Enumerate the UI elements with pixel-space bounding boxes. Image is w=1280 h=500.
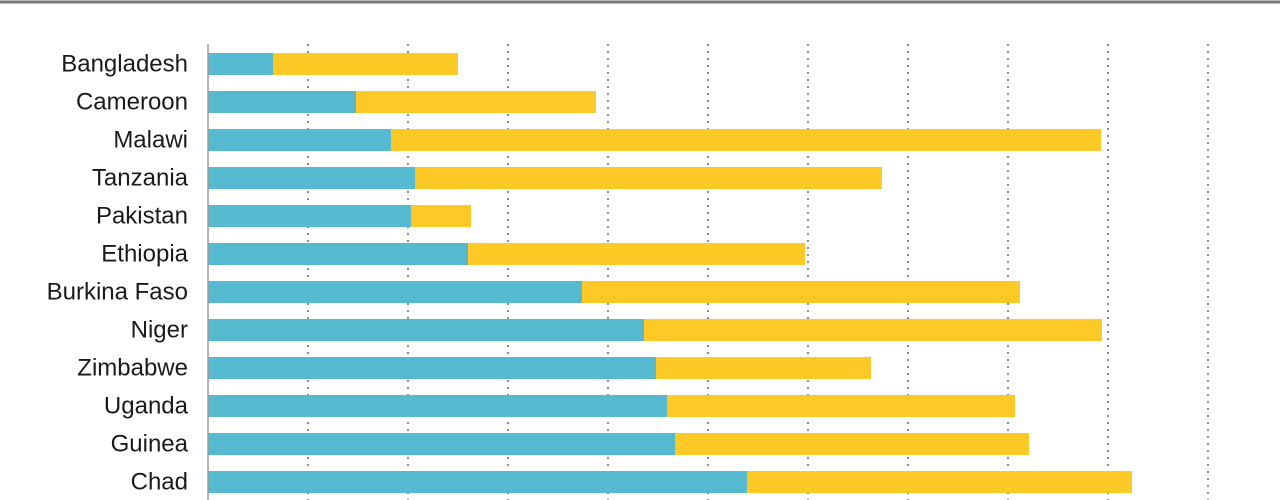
bar-burkina-faso-segment-2 [582, 281, 1020, 303]
category-label: Cameroon [76, 89, 188, 116]
bar-guinea-segment-2 [675, 433, 1029, 455]
bar-malawi-segment-2 [391, 129, 1101, 151]
bar-malawi-segment-1 [208, 129, 391, 151]
bar-niger-segment-1 [208, 319, 644, 341]
category-label: Ethiopia [101, 241, 188, 268]
bar-chad-segment-1 [208, 471, 747, 493]
category-label: Niger [131, 317, 188, 344]
bar-bangladesh-segment-2 [273, 53, 458, 75]
category-label: Pakistan [96, 203, 188, 230]
bars [208, 53, 1132, 493]
category-labels: Bangladesh Cameroon Malawi Tanzania Pakistan… [47, 51, 189, 496]
bar-burkina-faso-segment-1 [208, 281, 582, 303]
bar-pakistan-segment-1 [208, 205, 411, 227]
bar-guinea-segment-1 [208, 433, 675, 455]
bar-tanzania-segment-2 [415, 167, 882, 189]
bar-uganda-segment-2 [667, 395, 1015, 417]
bar-cameroon-segment-1 [208, 91, 356, 113]
gridlines [307, 44, 1209, 500]
category-label: Uganda [104, 393, 189, 420]
bar-zimbabwe-segment-1 [208, 357, 656, 379]
bar-ethiopia-segment-1 [208, 243, 468, 265]
bar-niger-segment-2 [644, 319, 1102, 341]
bar-tanzania-segment-1 [208, 167, 415, 189]
category-label: Tanzania [92, 165, 189, 192]
category-label: Chad [131, 469, 188, 496]
bar-bangladesh-segment-1 [208, 53, 273, 75]
bar-pakistan-segment-2 [411, 205, 471, 227]
category-label: Zimbabwe [77, 355, 188, 382]
category-label: Guinea [111, 431, 189, 458]
bar-cameroon-segment-2 [356, 91, 596, 113]
category-label: Burkina Faso [47, 279, 188, 306]
bar-uganda-segment-1 [208, 395, 667, 417]
bar-zimbabwe-segment-2 [656, 357, 871, 379]
bar-ethiopia-segment-2 [468, 243, 805, 265]
category-label: Malawi [113, 127, 188, 154]
bar-chad-segment-2 [747, 471, 1132, 493]
category-label: Bangladesh [61, 51, 188, 78]
